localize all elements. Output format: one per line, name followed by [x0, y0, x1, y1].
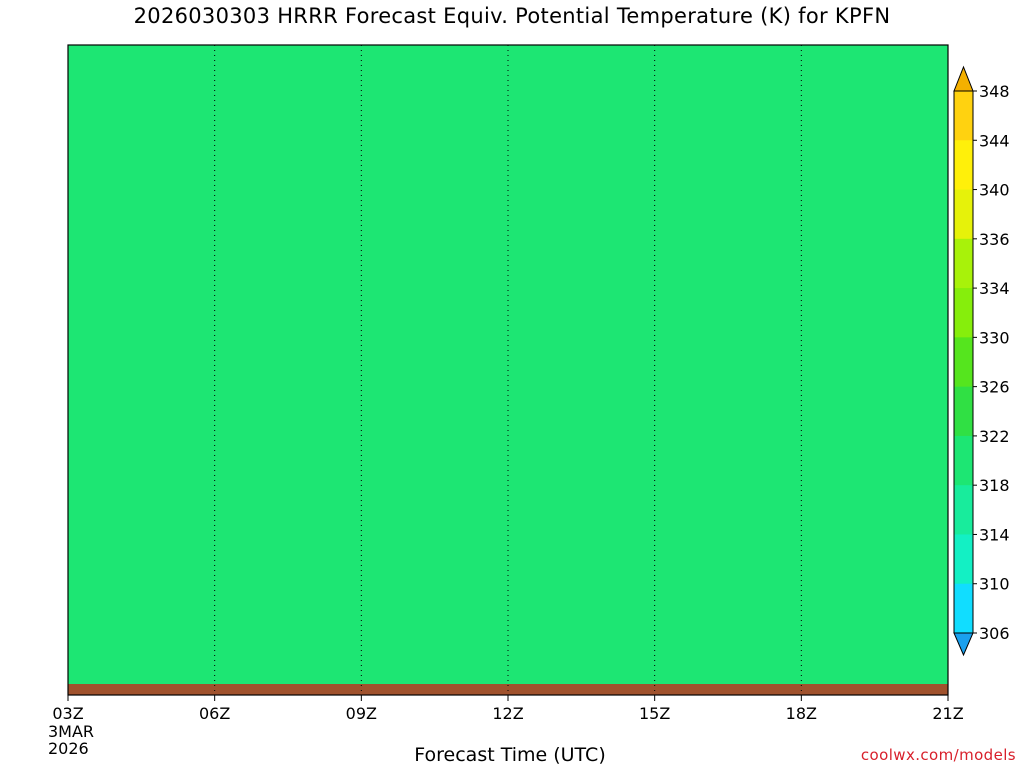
chart-title: 2026030303 HRRR Forecast Equiv. Potentia… [133, 4, 891, 28]
colorbar-band [954, 583, 973, 634]
x-tick-label: 06Z [199, 704, 230, 723]
colorbar-band [954, 91, 973, 141]
colorbar-band [954, 238, 973, 289]
colorbar-band [954, 337, 973, 388]
colorbar-frame [953, 90, 974, 634]
credit-link[interactable]: coolwx.com/models [860, 746, 1016, 764]
colorbar-tick-label: 314 [979, 525, 1010, 544]
x-date-label: 2026 [48, 739, 89, 758]
x-tick-label: 12Z [492, 704, 523, 723]
colorbar-tick-label: 330 [979, 328, 1010, 347]
colorbar-band [954, 435, 973, 486]
colorbar-max-arrow [953, 65, 974, 92]
colorbar-tick-label: 344 [979, 131, 1010, 150]
x-tick-label: 21Z [932, 704, 963, 723]
colorbar-tick-label: 326 [979, 378, 1010, 397]
colorbar-tick-label: 322 [979, 427, 1010, 446]
colorbar-tick-label: 334 [979, 279, 1010, 298]
colorbar-tick-label: 340 [979, 181, 1010, 200]
colorbar-band [954, 288, 973, 338]
colorbar-min-arrow [953, 632, 974, 657]
colorbar-band [954, 140, 973, 191]
x-tick-label: 15Z [639, 704, 670, 723]
x-date-label: 3MAR [48, 722, 94, 741]
x-tick-label: 03Z [52, 704, 83, 723]
colorbar-tick-label: 336 [979, 230, 1010, 249]
colorbar-band [954, 386, 973, 437]
x-tick-label: 18Z [786, 704, 817, 723]
colorbar-band [954, 485, 973, 535]
axes: 2503003504004505005506006507007508008509… [48, 44, 964, 758]
colorbar: 306 310 314 318 322 326 330 334 336 340 344 348 [953, 65, 1010, 657]
colorbar-tick-label: 348 [979, 82, 1010, 101]
colorbar-band [954, 189, 973, 240]
x-axis-label: Forecast Time (UTC) [414, 744, 606, 766]
ground-fill [68, 684, 948, 695]
colorbar-tick-label: 318 [979, 476, 1010, 495]
colorbar-tick-label: 306 [979, 624, 1010, 643]
colorbar-band [954, 534, 973, 585]
x-tick-label: 09Z [346, 704, 377, 723]
colorbar-tick-label: 310 [979, 575, 1010, 594]
